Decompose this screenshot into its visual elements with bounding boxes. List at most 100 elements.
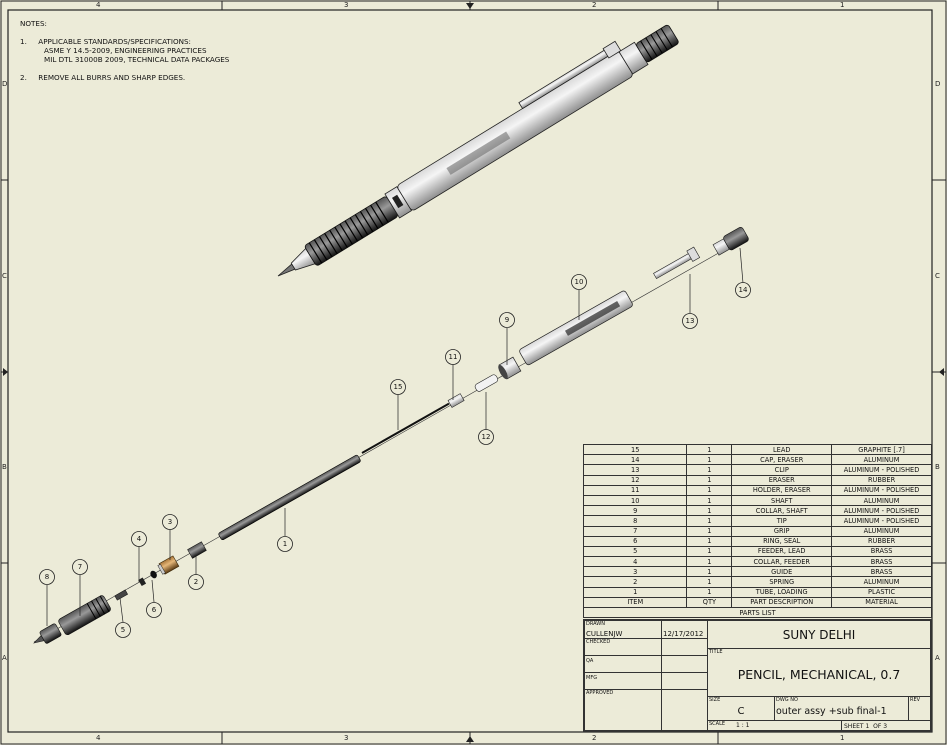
- part-feeder: [114, 589, 129, 601]
- parts-list-row: 7 1 GRIP ALUMINUM: [582, 525, 932, 537]
- balloon-4: 4: [137, 535, 142, 543]
- approved-cell: APPROVED: [584, 689, 662, 731]
- parts-cell-material: ALUMINUM - POLISHED: [831, 464, 932, 476]
- drawing-notes: NOTES: 1. APPLICABLE STANDARDS/SPECIFICA…: [20, 19, 229, 82]
- parts-list-row: 10 1 SHAFT ALUMINUM: [582, 494, 932, 507]
- part-collar-feeder: [138, 577, 147, 587]
- parts-cell-description: FEEDER, LEAD: [731, 545, 833, 558]
- zone-left-c: C: [2, 272, 7, 280]
- zone-bottom-2: 2: [592, 734, 597, 742]
- mfg-date-cell: [661, 672, 708, 690]
- sheet-number: SHEET 1 OF 3: [844, 723, 888, 730]
- parts-list-row: 14 1 CAP, ERASER ALUMINUM: [582, 454, 932, 466]
- balloon-10: 10: [575, 278, 584, 286]
- parts-list-row: 2 1 SPRING ALUMINUM: [582, 576, 932, 588]
- parts-cell-qty: 1: [686, 525, 733, 537]
- drawn-date-cell: 12/17/2012: [661, 620, 708, 639]
- zone-bottom-3: 3: [344, 734, 349, 742]
- parts-cell-material: RUBBER: [831, 474, 932, 486]
- part-guide: [157, 555, 180, 575]
- parts-cell-material: ALUMINUM: [831, 494, 932, 507]
- zone-right-a: A: [935, 654, 940, 662]
- zone-bottom-1: 1: [840, 734, 845, 742]
- parts-cell-qty: 1: [686, 545, 733, 558]
- balloon-8: 8: [45, 573, 49, 581]
- parts-cell-qty: 1: [686, 454, 733, 466]
- qa-label: QA: [586, 658, 594, 664]
- zone-top-4: 4: [96, 1, 101, 9]
- part-collar-shaft: [498, 356, 522, 380]
- balloon-1: 1: [283, 540, 287, 548]
- dwg-no-label: DWG NO: [776, 697, 798, 703]
- part-eraser: [474, 374, 499, 392]
- part-shaft: [519, 290, 633, 366]
- parts-cell-qty: 1: [686, 556, 733, 568]
- parts-list-row: 11 1 HOLDER, ERASER ALUMINUM - POLISHED: [582, 484, 932, 496]
- parts-list-row: 6 1 RING, SEAL RUBBER: [582, 535, 932, 547]
- title-block: DRAWN CULLENJW 12/17/2012 CHECKED QA MFG…: [583, 619, 932, 732]
- parts-cell-description: CAP, ERASER: [731, 454, 833, 466]
- parts-cell-material: PLASTIC: [831, 586, 932, 598]
- parts-list-row: 12 1 ERASER RUBBER: [582, 474, 932, 486]
- parts-cell-material: ALUMINUM - POLISHED: [831, 505, 932, 517]
- parts-cell-material: ALUMINUM: [831, 525, 932, 537]
- notes-heading: NOTES:: [20, 19, 47, 28]
- parts-cell-qty: 1: [686, 566, 733, 578]
- parts-cell-qty: 1: [686, 443, 733, 456]
- parts-cell-material: RUBBER: [831, 535, 932, 547]
- part-lead: [361, 402, 450, 454]
- zone-left-d: D: [2, 80, 8, 88]
- zone-right-d: D: [935, 80, 941, 88]
- parts-cell-qty: 1: [686, 586, 733, 598]
- assembled-pencil: [277, 24, 679, 277]
- parts-cell-item: 12: [582, 474, 688, 486]
- parts-cell-item: 2: [582, 576, 688, 588]
- parts-cell-description: GUIDE: [731, 566, 833, 578]
- parts-list-row: 15 1 LEAD GRAPHITE [.7]: [582, 443, 932, 456]
- header-material: MATERIAL: [831, 596, 932, 609]
- parts-list-caption: PARTS LIST: [583, 606, 932, 619]
- balloon-11: 11: [449, 353, 458, 361]
- mfg-cell: MFG: [584, 672, 662, 690]
- drawn-label: DRAWN: [586, 621, 605, 627]
- balloon-9: 9: [505, 316, 509, 324]
- parts-cell-description: TIP: [731, 515, 833, 527]
- parts-list-table: 15 1 LEAD GRAPHITE [.7] 14 1 CAP, ERASER ALUMIN…: [582, 443, 932, 619]
- parts-cell-item: 1: [582, 586, 688, 598]
- title-cell: TITLE PENCIL, MECHANICAL, 0.7: [707, 648, 931, 697]
- part-clip: [653, 246, 701, 280]
- part-seal-ring: [150, 570, 157, 579]
- parts-cell-item: 10: [582, 494, 688, 507]
- parts-list-row: 4 1 COLLAR, FEEDER BRASS: [582, 556, 932, 568]
- parts-cell-item: 3: [582, 566, 688, 578]
- header-description: PART DESCRIPTION: [731, 596, 833, 609]
- rev-label: REV: [910, 697, 921, 703]
- header-item: ITEM: [582, 596, 688, 609]
- zone-right-c: C: [935, 272, 940, 280]
- parts-cell-material: ALUMINUM - POLISHED: [831, 484, 932, 496]
- checked-cell: CHECKED: [584, 638, 662, 656]
- balloon-3: 3: [168, 518, 172, 526]
- parts-cell-description: CLIP: [731, 464, 833, 476]
- part-grip: [58, 595, 111, 636]
- balloon-6: 6: [152, 606, 157, 614]
- size-cell: SIZE C: [707, 696, 775, 721]
- parts-cell-material: BRASS: [831, 566, 932, 578]
- dwg-no-cell: DWG NO outer assy +sub final-1: [774, 696, 909, 721]
- zone-top-3: 3: [344, 1, 349, 9]
- note-number: 2.: [20, 73, 27, 82]
- parts-list-row: 9 1 COLLAR, SHAFT ALUMINUM - POLISHED: [582, 505, 932, 517]
- scale-cell: SCALE 1 : 1: [707, 720, 842, 731]
- parts-cell-material: ALUMINUM: [831, 576, 932, 588]
- parts-cell-item: 5: [582, 545, 688, 558]
- parts-cell-item: 4: [582, 556, 688, 568]
- parts-cell-qty: 1: [686, 474, 733, 486]
- parts-list-row: 13 1 CLIP ALUMINUM - POLISHED: [582, 464, 932, 476]
- balloon-5: 5: [121, 626, 125, 634]
- parts-cell-item: 11: [582, 484, 688, 496]
- balloon-12: 12: [482, 433, 491, 441]
- note-1: 1. APPLICABLE STANDARDS/SPECIFICATIONS:: [20, 37, 229, 46]
- drawing-title: PENCIL, MECHANICAL, 0.7: [737, 667, 901, 682]
- parts-list-row: 5 1 FEEDER, LEAD BRASS: [582, 545, 932, 558]
